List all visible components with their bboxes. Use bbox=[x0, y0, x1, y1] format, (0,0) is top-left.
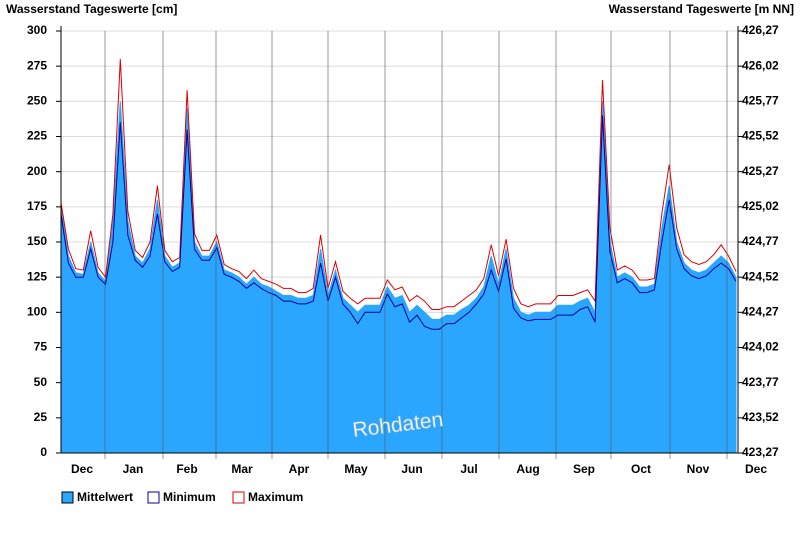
y2-tick-label: 424,27 bbox=[742, 305, 779, 319]
y-tick-label: 250 bbox=[27, 94, 47, 108]
line bbox=[60, 59, 737, 310]
legend-item: Mittelwert bbox=[61, 490, 133, 504]
x-tick-label: Dec bbox=[71, 462, 93, 476]
y-tick-label: 275 bbox=[27, 58, 47, 72]
y2-tick-label: 424,02 bbox=[742, 340, 779, 354]
y-tick-label: 0 bbox=[40, 445, 47, 459]
legend-swatch bbox=[61, 491, 74, 504]
y-tick-label: 25 bbox=[34, 410, 48, 424]
y-tick-label: 200 bbox=[27, 164, 47, 178]
y2-tick-label: 424,52 bbox=[742, 269, 779, 283]
x-tick-label: Jul bbox=[460, 462, 477, 476]
chart-title-right: Wasserstand Tageswerte [m NN] bbox=[609, 2, 794, 16]
y2-tick-label: 423,27 bbox=[742, 445, 779, 459]
x-tick-label: Apr bbox=[289, 462, 310, 476]
y2-tick-label: 425,27 bbox=[742, 164, 779, 178]
area bbox=[60, 101, 737, 454]
y2-tick-label: 426,27 bbox=[742, 23, 779, 37]
y-tick-label: 225 bbox=[27, 129, 47, 143]
x-tick-label: Feb bbox=[176, 462, 197, 476]
legend-label: Minimum bbox=[163, 490, 216, 504]
x-tick-label: Aug bbox=[516, 462, 539, 476]
y2-tick-label: 426,02 bbox=[742, 58, 779, 72]
line bbox=[60, 115, 737, 330]
y2-tick-label: 425,02 bbox=[742, 199, 779, 213]
x-tick-label: Oct bbox=[631, 462, 651, 476]
x-tick-label: Sep bbox=[573, 462, 595, 476]
y2-tick-label: 423,77 bbox=[742, 375, 779, 389]
y-tick-label: 75 bbox=[34, 340, 48, 354]
legend-label: Maximum bbox=[248, 490, 303, 504]
legend-item: Maximum bbox=[232, 490, 303, 504]
y-tick-label: 125 bbox=[27, 269, 47, 283]
chart-title: Wasserstand Tageswerte [cm] bbox=[6, 2, 177, 16]
y2-tick-label: 425,52 bbox=[742, 129, 779, 143]
y-tick-label: 100 bbox=[27, 305, 47, 319]
legend-label: Mittelwert bbox=[77, 490, 133, 504]
x-tick-label: Mar bbox=[231, 462, 253, 476]
x-tick-label: May bbox=[344, 462, 368, 476]
y-tick-label: 50 bbox=[34, 375, 48, 389]
y2-tick-label: 424,77 bbox=[742, 234, 779, 248]
x-tick-label: Jun bbox=[401, 462, 422, 476]
legend-item: Minimum bbox=[147, 490, 216, 504]
y2-tick-label: 425,77 bbox=[742, 94, 779, 108]
y2-tick-label: 423,52 bbox=[742, 410, 779, 424]
y-tick-label: 175 bbox=[27, 199, 47, 213]
x-tick-label: Nov bbox=[687, 462, 710, 476]
legend-swatch bbox=[232, 491, 245, 504]
y-tick-label: 150 bbox=[27, 234, 47, 248]
x-tick-label: Jan bbox=[123, 462, 144, 476]
x-tick-label: Dec bbox=[745, 462, 767, 476]
legend-swatch bbox=[147, 491, 160, 504]
y-tick-label: 300 bbox=[27, 23, 47, 37]
